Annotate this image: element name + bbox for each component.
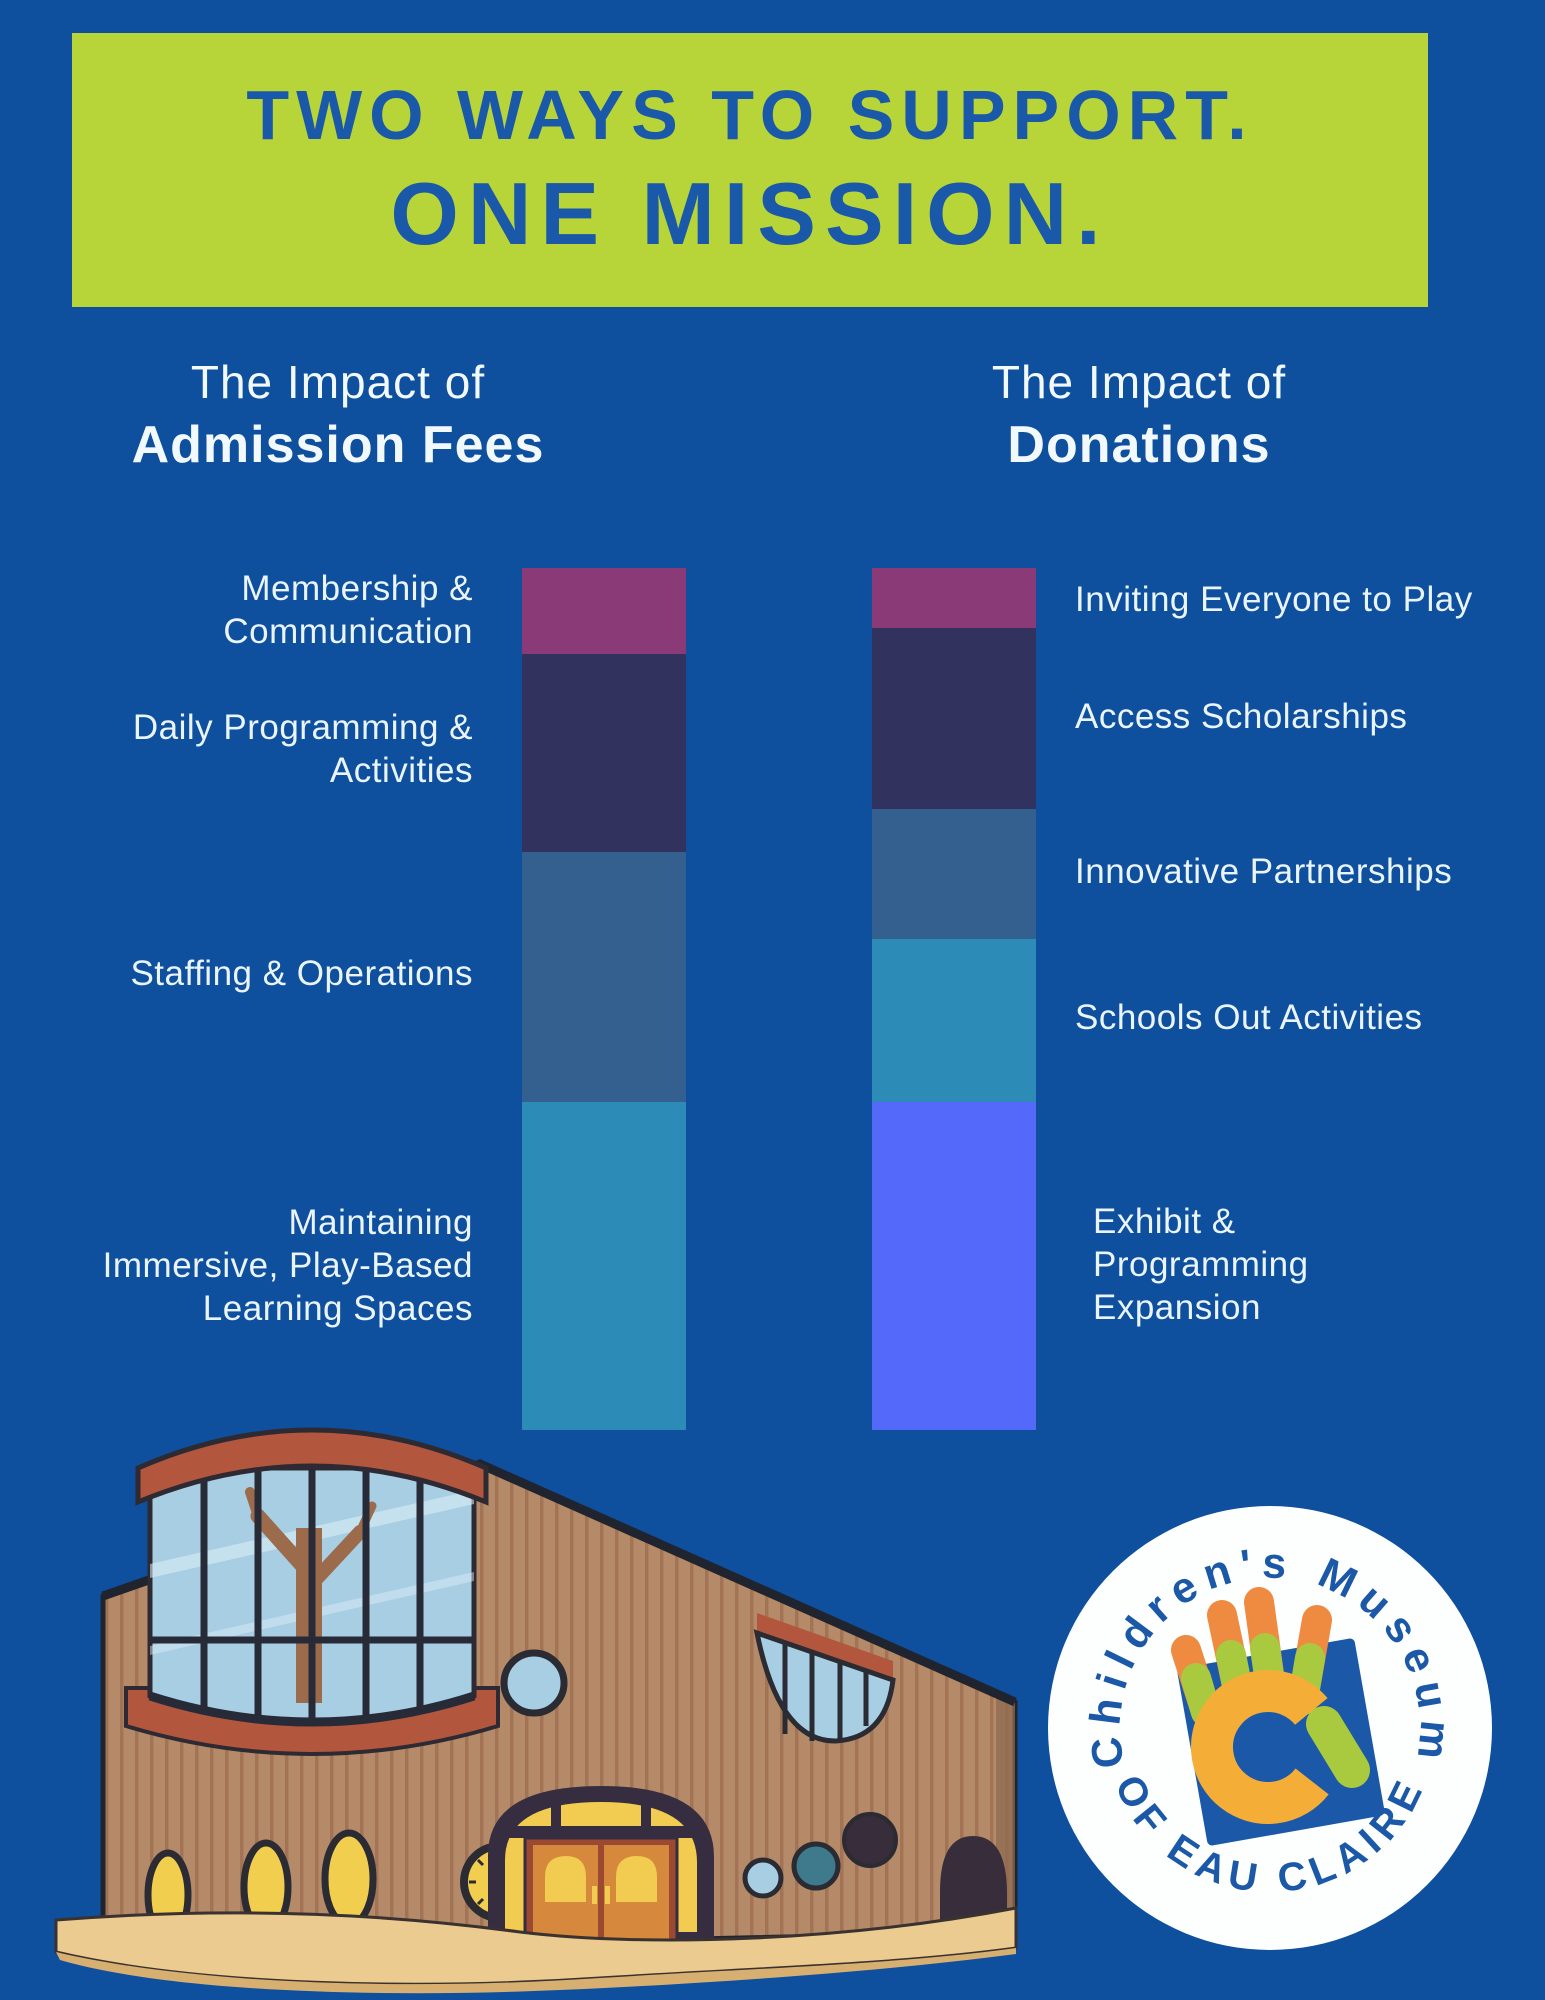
- label-line: Communication: [223, 612, 473, 651]
- segment-label-access-scholarships: Access Scholarships: [1075, 695, 1545, 738]
- segment-label-exhibit-expansion: Exhibit & Programming Expansion: [1093, 1200, 1545, 1329]
- segment-label-membership-communication: Membership & Communication: [40, 567, 473, 653]
- headline-line2: ONE MISSION.: [390, 164, 1110, 263]
- label-line: Schools Out Activities: [1075, 998, 1423, 1037]
- label-line: Maintaining: [288, 1203, 473, 1242]
- segment-label-staffing-operations: Staffing & Operations: [40, 952, 473, 995]
- porthole-window: [791, 1841, 841, 1891]
- bar-segment: [872, 809, 1036, 939]
- segment-label-daily-programming: Daily Programming & Activities: [40, 706, 473, 792]
- segment-label-inviting-everyone: Inviting Everyone to Play: [1075, 578, 1545, 621]
- column-header-sub: The Impact of: [190, 356, 486, 408]
- label-line: Learning Spaces: [202, 1289, 473, 1328]
- label-line: Innovative Partnerships: [1075, 852, 1453, 891]
- porthole-window: [500, 1649, 568, 1717]
- bar-segment: [522, 654, 686, 853]
- side-curved-window: [753, 1613, 896, 1744]
- bar-segment: [872, 568, 1036, 629]
- bar-segment: [522, 852, 686, 1103]
- atrium-roof-cap: [135, 1427, 489, 1506]
- segment-label-maintaining-spaces: Maintaining Immersive, Play-Based Learni…: [40, 1201, 473, 1330]
- stacked-bar-donations: [872, 568, 1036, 1430]
- label-line: Staffing & Operations: [130, 954, 473, 993]
- museum-building-illustration: [54, 1427, 1018, 1994]
- double-doors: [523, 1836, 679, 1950]
- column-header-sub: The Impact of: [991, 356, 1287, 408]
- porthole-window: [842, 1812, 898, 1868]
- bar-segment: [872, 1102, 1036, 1430]
- column-header-donations: The Impact of Donations: [879, 352, 1399, 478]
- glass-atrium: [124, 1427, 500, 1756]
- label-line: Activities: [329, 751, 473, 790]
- headline-line1: TWO WAYS TO SUPPORT.: [246, 76, 1254, 154]
- logo-c-mark: [1191, 1670, 1345, 1824]
- segment-label-schools-out: Schools Out Activities: [1075, 996, 1545, 1039]
- sidewalk: [54, 1906, 1018, 1994]
- label-line: Immersive, Play-Based: [102, 1246, 473, 1285]
- label-line: Daily Programming &: [132, 708, 473, 747]
- label-line: Exhibit &: [1093, 1202, 1236, 1241]
- label-line: Membership &: [241, 569, 473, 608]
- stacked-bar-admission-fees: [522, 568, 686, 1431]
- atrium-mullions: [150, 1468, 474, 1722]
- bar-segment: [872, 938, 1036, 1103]
- label-line: Programming: [1093, 1245, 1309, 1284]
- segment-label-innovative-partnerships: Innovative Partnerships: [1075, 850, 1545, 893]
- arched-entrance: [488, 1786, 714, 1950]
- label-line: Inviting Everyone to Play: [1075, 580, 1473, 619]
- bar-segment: [522, 568, 686, 655]
- logo-hand-icon: [1171, 1587, 1385, 1846]
- bar-segment: [522, 1102, 686, 1431]
- atrium-glass-bottom: [148, 1691, 476, 1727]
- column-header-title: Donations: [1007, 416, 1271, 474]
- column-header-admission-fees: The Impact of Admission Fees: [78, 352, 598, 478]
- logo-thumb: [1306, 1706, 1370, 1788]
- label-line: Access Scholarships: [1075, 697, 1408, 736]
- column-header-title: Admission Fees: [131, 416, 545, 474]
- header-banner: TWO WAYS TO SUPPORT. ONE MISSION.: [72, 33, 1428, 307]
- museum-logo: Children's Museum OF EAU CLAIRE: [1048, 1506, 1492, 1950]
- porthole-window: [742, 1857, 784, 1899]
- bar-segment: [872, 628, 1036, 810]
- label-line: Expansion: [1093, 1288, 1261, 1327]
